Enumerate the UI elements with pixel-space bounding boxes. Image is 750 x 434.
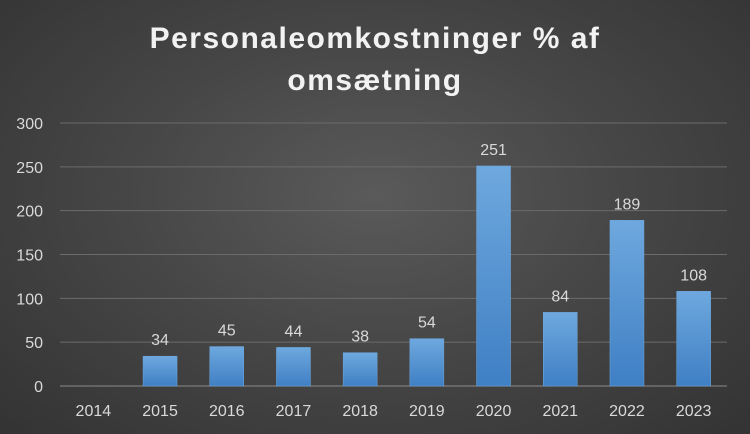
chart-title-line-2: omsætning (287, 64, 463, 97)
bar (276, 347, 311, 387)
data-label: 84 (551, 288, 569, 305)
y-tick-label: 0 (34, 379, 43, 396)
y-tick-label: 200 (16, 204, 43, 221)
bars (142, 165, 711, 387)
y-tick-label: 100 (16, 291, 43, 308)
x-tick-label: 2017 (276, 403, 312, 420)
x-tick-label: 2015 (142, 403, 178, 420)
bar (476, 165, 511, 387)
bar (409, 338, 445, 387)
data-label: 38 (351, 329, 369, 346)
x-tick-label: 2022 (609, 403, 645, 420)
x-tick-label: 2023 (676, 403, 712, 420)
chart-title: Personaleomkostninger % af omsætning (0, 18, 750, 102)
bar (342, 352, 378, 387)
x-tick-label: 2016 (209, 403, 245, 420)
x-tick-label: 2014 (76, 403, 112, 420)
bar (543, 312, 578, 387)
y-tick-label: 300 (16, 116, 43, 133)
y-tick-label: 250 (16, 160, 43, 177)
bar (142, 355, 178, 387)
data-labels: 34 45 44 38 54 251 84 189 108 (151, 142, 707, 349)
bar (676, 291, 711, 387)
data-label: 189 (614, 196, 641, 213)
bar (609, 220, 645, 387)
data-label: 251 (480, 142, 507, 159)
x-tick-label: 2021 (542, 403, 578, 420)
x-tick-label: 2020 (476, 403, 512, 420)
chart-title-line-1: Personaleomkostninger % af (149, 22, 601, 55)
x-tick-label: 2018 (342, 403, 378, 420)
data-label: 54 (418, 315, 436, 332)
data-label: 45 (218, 323, 236, 340)
data-label: 34 (151, 332, 169, 349)
x-tick-label: 2019 (409, 403, 445, 420)
x-axis-ticks: 2014 2015 2016 2017 2018 2019 2020 2021 2022 2023 (76, 403, 712, 420)
y-tick-label: 50 (25, 335, 43, 352)
data-label: 108 (680, 267, 707, 284)
y-tick-label: 150 (16, 248, 43, 265)
bar (209, 346, 244, 387)
data-label: 44 (285, 323, 303, 340)
y-axis-ticks: 0 50 100 150 200 250 300 (16, 116, 43, 396)
